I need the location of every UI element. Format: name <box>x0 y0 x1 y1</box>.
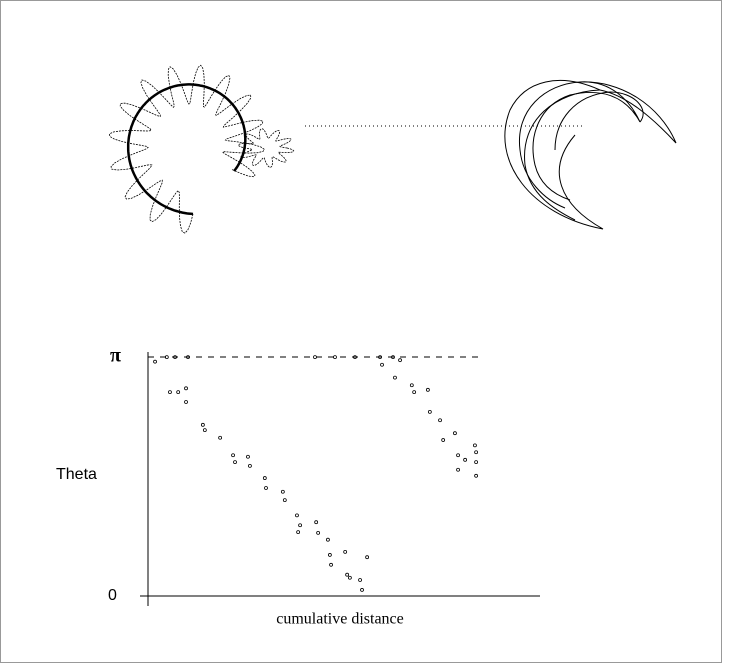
crescent <box>532 81 641 201</box>
point <box>173 355 177 360</box>
point <box>353 355 357 360</box>
point <box>441 438 446 442</box>
crescent-drawing <box>504 79 677 230</box>
spiral-core <box>126 83 247 216</box>
point <box>184 400 188 404</box>
point <box>231 453 235 458</box>
point <box>153 359 157 364</box>
spiral-drawing <box>109 64 295 234</box>
point <box>186 355 190 360</box>
spiral-loop <box>237 128 295 168</box>
point <box>474 473 479 478</box>
point <box>474 450 479 455</box>
point <box>391 355 395 360</box>
point <box>248 464 252 468</box>
point <box>393 375 397 380</box>
point <box>378 355 382 360</box>
point <box>246 454 250 459</box>
point <box>176 390 181 395</box>
point <box>360 588 364 592</box>
point <box>409 383 414 388</box>
point <box>412 390 417 395</box>
point <box>296 530 301 534</box>
point <box>456 453 460 458</box>
point <box>327 553 332 557</box>
point <box>456 467 460 472</box>
point <box>282 498 287 503</box>
y-tick-label: 0 <box>108 587 117 604</box>
point <box>398 358 402 363</box>
point <box>200 422 205 427</box>
point <box>280 489 285 494</box>
point <box>365 555 370 560</box>
point <box>333 355 337 360</box>
point <box>358 578 362 582</box>
point <box>438 418 442 423</box>
point <box>425 387 430 392</box>
point <box>343 549 348 554</box>
point <box>233 460 237 465</box>
point <box>427 409 432 414</box>
point <box>345 572 350 577</box>
point <box>295 513 299 518</box>
point <box>218 435 223 440</box>
y-axis-label: Theta <box>56 466 97 483</box>
crescent <box>554 91 644 151</box>
point <box>262 476 267 480</box>
x-axis-label: cumulative distance <box>276 611 404 628</box>
point <box>202 428 207 433</box>
point <box>474 460 479 465</box>
point <box>264 486 268 490</box>
point <box>380 362 384 367</box>
point <box>184 386 188 391</box>
point <box>326 537 330 542</box>
point <box>164 355 169 360</box>
y-tick-label: π <box>110 345 121 367</box>
point <box>298 523 302 528</box>
crescent <box>504 79 604 230</box>
point <box>473 443 477 448</box>
frame <box>0 0 722 663</box>
point <box>329 562 333 567</box>
point <box>453 431 457 436</box>
point <box>313 355 317 360</box>
point <box>314 520 319 525</box>
point <box>168 390 172 395</box>
spiral-wiggle <box>109 64 265 234</box>
point <box>316 530 321 535</box>
point <box>463 457 468 462</box>
point <box>347 575 352 580</box>
